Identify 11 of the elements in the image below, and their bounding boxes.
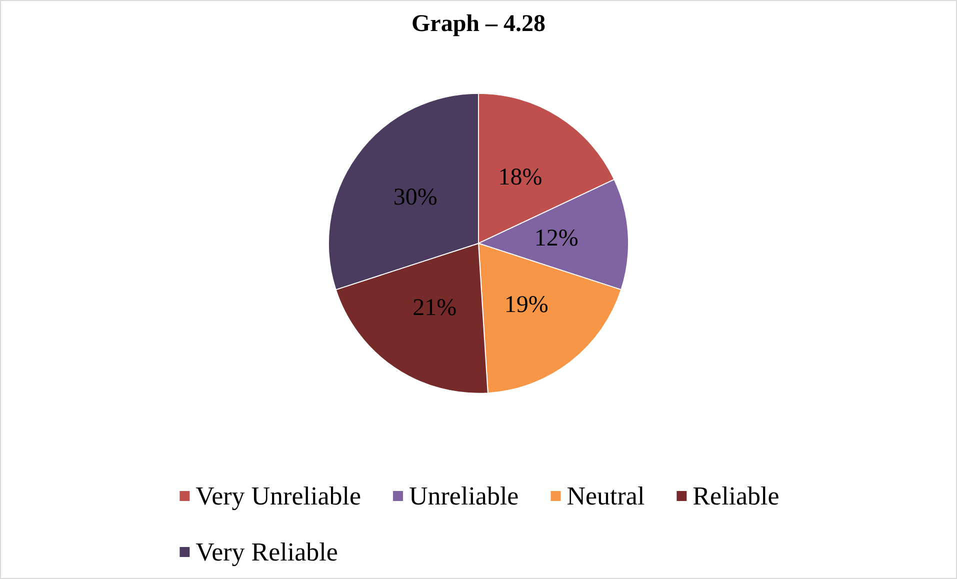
legend-label: Unreliable bbox=[409, 482, 519, 510]
legend-label: Very Unreliable bbox=[196, 482, 362, 510]
chart-title: Graph – 4.28 bbox=[411, 11, 546, 37]
legend-label: Neutral bbox=[566, 482, 645, 510]
data-label: 18% bbox=[498, 164, 542, 190]
data-label: 12% bbox=[534, 225, 578, 252]
legend-label: Very Reliable bbox=[196, 538, 338, 566]
data-label: 19% bbox=[504, 292, 548, 318]
data-label: 30% bbox=[393, 184, 438, 210]
legend-label: Reliable bbox=[692, 482, 780, 510]
data-label: 21% bbox=[412, 294, 457, 321]
